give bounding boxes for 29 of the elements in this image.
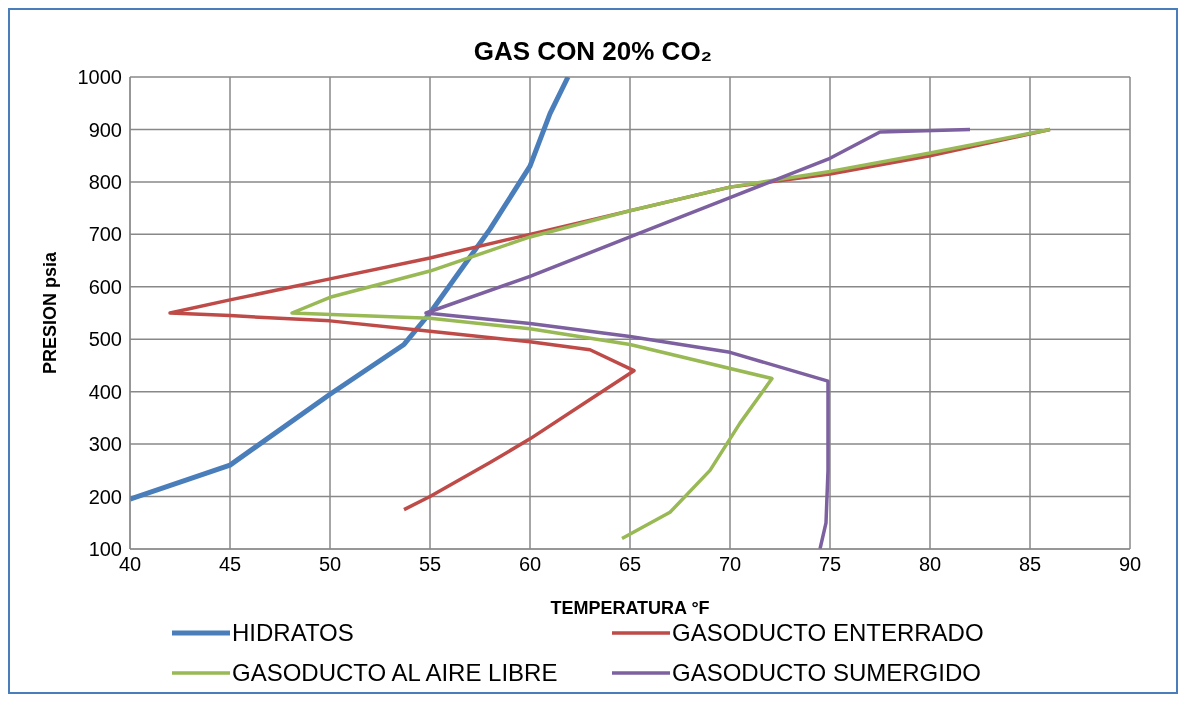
x-tick-label: 75 [818, 553, 842, 576]
x-tick-label: 70 [718, 553, 742, 576]
x-tick-label: 65 [618, 553, 642, 576]
legend-label: GASODUCTO ENTERRADO [672, 619, 984, 647]
x-tick-label: 60 [518, 553, 542, 576]
y-tick-label: 200 [88, 485, 122, 508]
x-tick-label: 80 [918, 553, 942, 576]
x-tick-label: 55 [418, 553, 442, 576]
y-tick-label: 900 [88, 118, 122, 141]
legend-label: HIDRATOS [232, 619, 354, 647]
line-series [424, 127, 972, 549]
line-series [290, 127, 1052, 541]
x-tick-label: 90 [1118, 553, 1142, 576]
y-tick-label: 500 [88, 328, 122, 351]
legend-label: GASODUCTO SUMERGIDO [672, 659, 981, 687]
y-axis-title: PRESION psia [40, 251, 61, 375]
x-tick-label: 45 [218, 553, 242, 576]
legend-label: GASODUCTO AL AIRE LIBRE [232, 659, 558, 687]
y-tick-label: 100 [88, 538, 122, 561]
y-tick-label: 800 [88, 170, 122, 193]
x-axis-title: TEMPERATURA °F [550, 598, 710, 618]
chart-title: GAS CON 20% CO₂ [472, 36, 714, 67]
x-tick-label: 50 [318, 553, 342, 576]
y-tick-label: 1000 [77, 66, 122, 89]
x-tick-label: 85 [1018, 553, 1042, 576]
y-tick-label: 700 [88, 223, 122, 246]
y-tick-label: 600 [88, 275, 122, 298]
y-tick-label: 400 [88, 380, 122, 403]
y-tick-label: 300 [88, 433, 122, 456]
